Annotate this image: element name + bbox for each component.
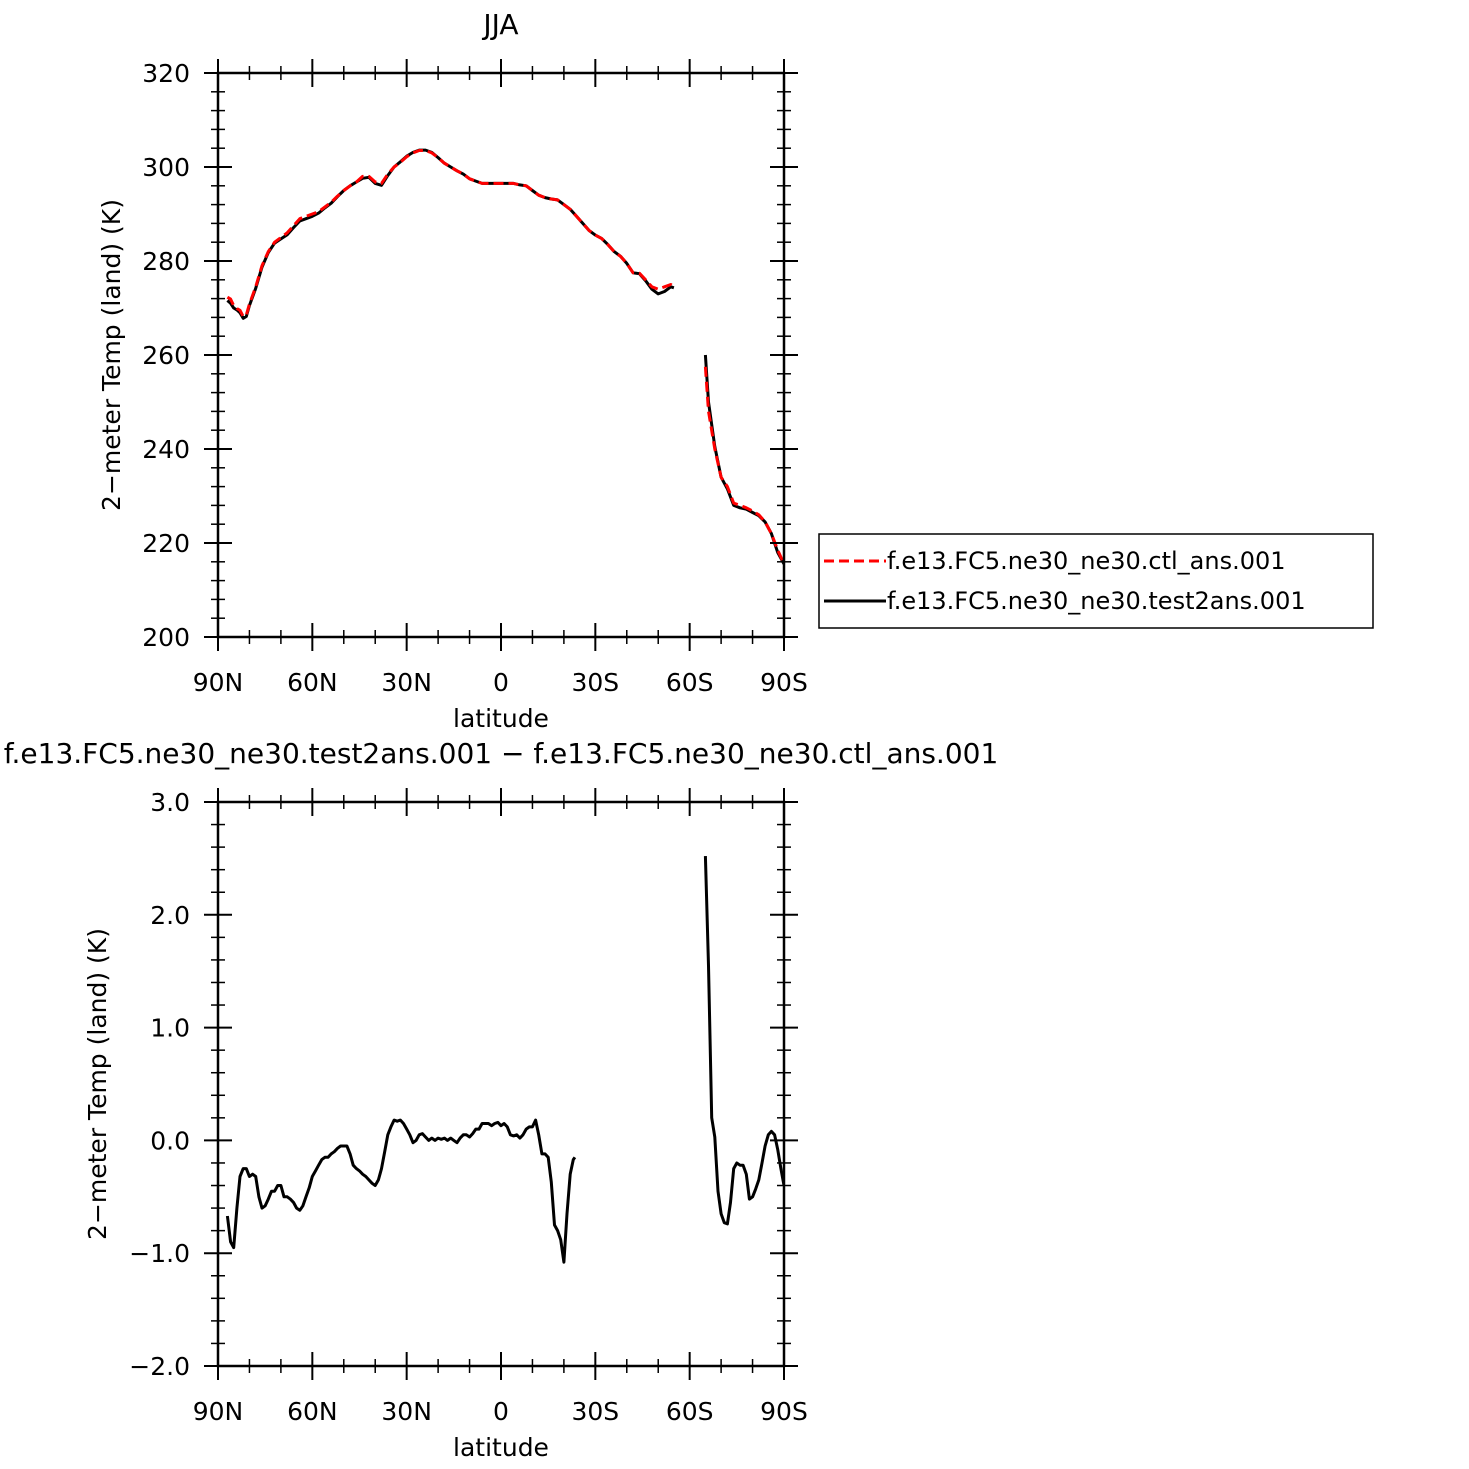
top-ytick-label: 260 xyxy=(142,341,190,370)
bottom-ytick-label: −2.0 xyxy=(129,1352,190,1381)
bottom-plot-frame xyxy=(216,800,786,1368)
bottom-panel-title: f.e13.FC5.ne30_ne30.test2ans.001 − f.e13… xyxy=(4,737,999,770)
bottom-ytick-label: −1.0 xyxy=(129,1239,190,1268)
top-plot-area xyxy=(226,148,784,565)
top-xtick-label: 30S xyxy=(571,668,619,697)
legend-label-test: f.e13.FC5.ne30_ne30.test2ans.001 xyxy=(887,587,1306,615)
bottom-ytick-label: 0.0 xyxy=(150,1126,190,1155)
bottom-ytick-label: 1.0 xyxy=(150,1014,190,1043)
top-xtick-label: 90N xyxy=(193,668,244,697)
top-ytick-label: 300 xyxy=(142,153,190,182)
legend-box xyxy=(818,533,1374,629)
bottom-series-0-segment-1 xyxy=(703,856,784,1226)
top-ytick-label: 200 xyxy=(142,623,190,652)
bottom-axes: −2.0 −1.0 0.0 1.0 2.0 3.0 90N 60N 30N 0 30S 60S 90S xyxy=(129,788,808,1426)
top-ytick-label: 240 xyxy=(142,435,190,464)
legend-label-ctl: f.e13.FC5.ne30_ne30.ctl_ans.001 xyxy=(887,547,1286,575)
top-plot-frame xyxy=(216,71,786,639)
top-xtick-label: 60N xyxy=(287,668,338,697)
top-series-0-segment-1 xyxy=(703,366,784,565)
bottom-panel: f.e13.FC5.ne30_ne30.test2ans.001 − f.e13… xyxy=(4,737,999,1462)
top-x-axis-label: latitude xyxy=(453,704,549,733)
top-xtick-label: 30N xyxy=(381,668,432,697)
bottom-xtick-label: 30S xyxy=(571,1397,619,1426)
bottom-xtick-label: 60S xyxy=(666,1397,714,1426)
top-xtick-label: 0 xyxy=(493,668,509,697)
top-xtick-label: 90S xyxy=(760,668,808,697)
top-axes: 200 220 240 260 280 300 320 90N 60N 30N 0 30S 60S 90S xyxy=(142,59,808,697)
bottom-series-0-segment-0 xyxy=(225,1118,577,1264)
top-ytick-label: 220 xyxy=(142,529,190,558)
top-series-1-segment-0 xyxy=(226,148,675,320)
bottom-xtick-label: 90S xyxy=(760,1397,808,1426)
bottom-xtick-label: 60N xyxy=(287,1397,338,1426)
top-panel-title: JJA xyxy=(481,8,518,41)
bottom-xtick-label: 30N xyxy=(381,1397,432,1426)
top-panel: JJA 200 220 240 260 280 300 320 90N 60N 30N 0 30S 60… xyxy=(97,8,808,733)
bottom-xtick-label: 0 xyxy=(493,1397,509,1426)
bottom-xtick-label: 90N xyxy=(193,1397,244,1426)
top-y-axis-label: 2−meter Temp (land) (K) xyxy=(97,199,126,511)
bottom-ytick-label: 2.0 xyxy=(150,901,190,930)
top-series-0-segment-0 xyxy=(226,149,675,318)
top-ytick-label: 320 xyxy=(142,59,190,88)
legend: f.e13.FC5.ne30_ne30.ctl_ans.001 f.e13.FC… xyxy=(818,533,1374,629)
top-xtick-label: 60S xyxy=(666,668,714,697)
bottom-plot-area xyxy=(225,856,784,1264)
top-ytick-label: 280 xyxy=(142,247,190,276)
bottom-x-axis-label: latitude xyxy=(453,1433,549,1462)
bottom-ytick-label: 3.0 xyxy=(150,788,190,817)
bottom-y-axis-label: 2−meter Temp (land) (K) xyxy=(83,928,112,1240)
